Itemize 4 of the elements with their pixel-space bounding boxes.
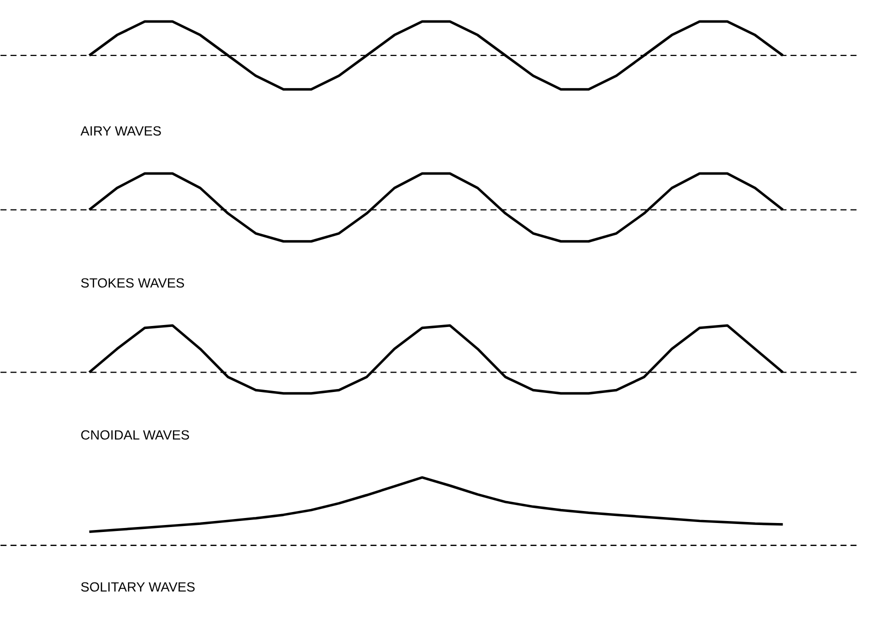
text: AIRY WAVES <box>80 124 162 138</box>
text: SOLITARY WAVES <box>80 580 196 594</box>
text: CNOIDAL WAVES <box>80 428 190 442</box>
text: STOKES WAVES <box>80 276 185 290</box>
